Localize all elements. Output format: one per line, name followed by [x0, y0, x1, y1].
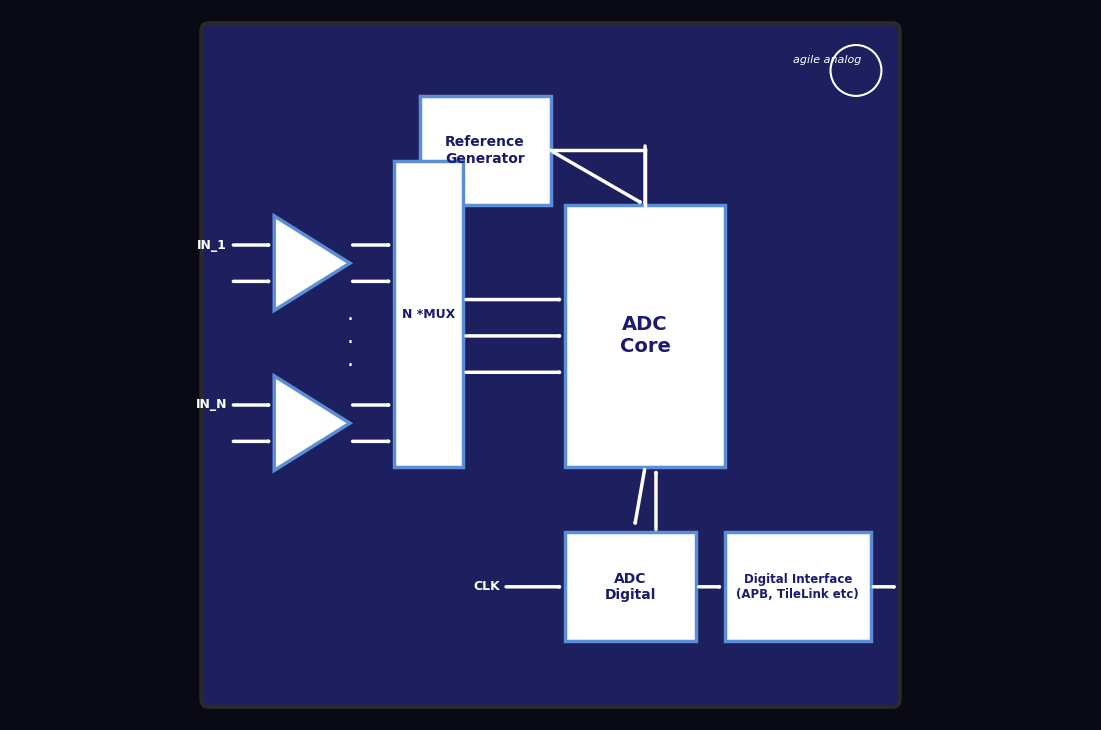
FancyBboxPatch shape [394, 161, 464, 466]
FancyBboxPatch shape [565, 205, 726, 466]
Polygon shape [274, 216, 350, 310]
Text: agile analog: agile analog [793, 55, 861, 64]
Text: ·
·
·: · · · [347, 310, 355, 377]
Text: ADC
Digital: ADC Digital [604, 572, 656, 602]
Polygon shape [274, 376, 350, 470]
Text: Digital Interface
(APB, TileLink etc): Digital Interface (APB, TileLink etc) [737, 573, 859, 601]
Text: ADC
Core: ADC Core [620, 315, 671, 356]
FancyBboxPatch shape [726, 532, 871, 642]
FancyBboxPatch shape [565, 532, 696, 642]
Text: IN_N: IN_N [195, 399, 227, 412]
Text: Reference
Generator: Reference Generator [445, 135, 525, 166]
Text: IN_1: IN_1 [197, 239, 227, 252]
Text: N *MUX: N *MUX [402, 307, 456, 320]
FancyBboxPatch shape [201, 23, 900, 707]
Text: CLK: CLK [472, 580, 500, 593]
FancyBboxPatch shape [419, 96, 550, 205]
